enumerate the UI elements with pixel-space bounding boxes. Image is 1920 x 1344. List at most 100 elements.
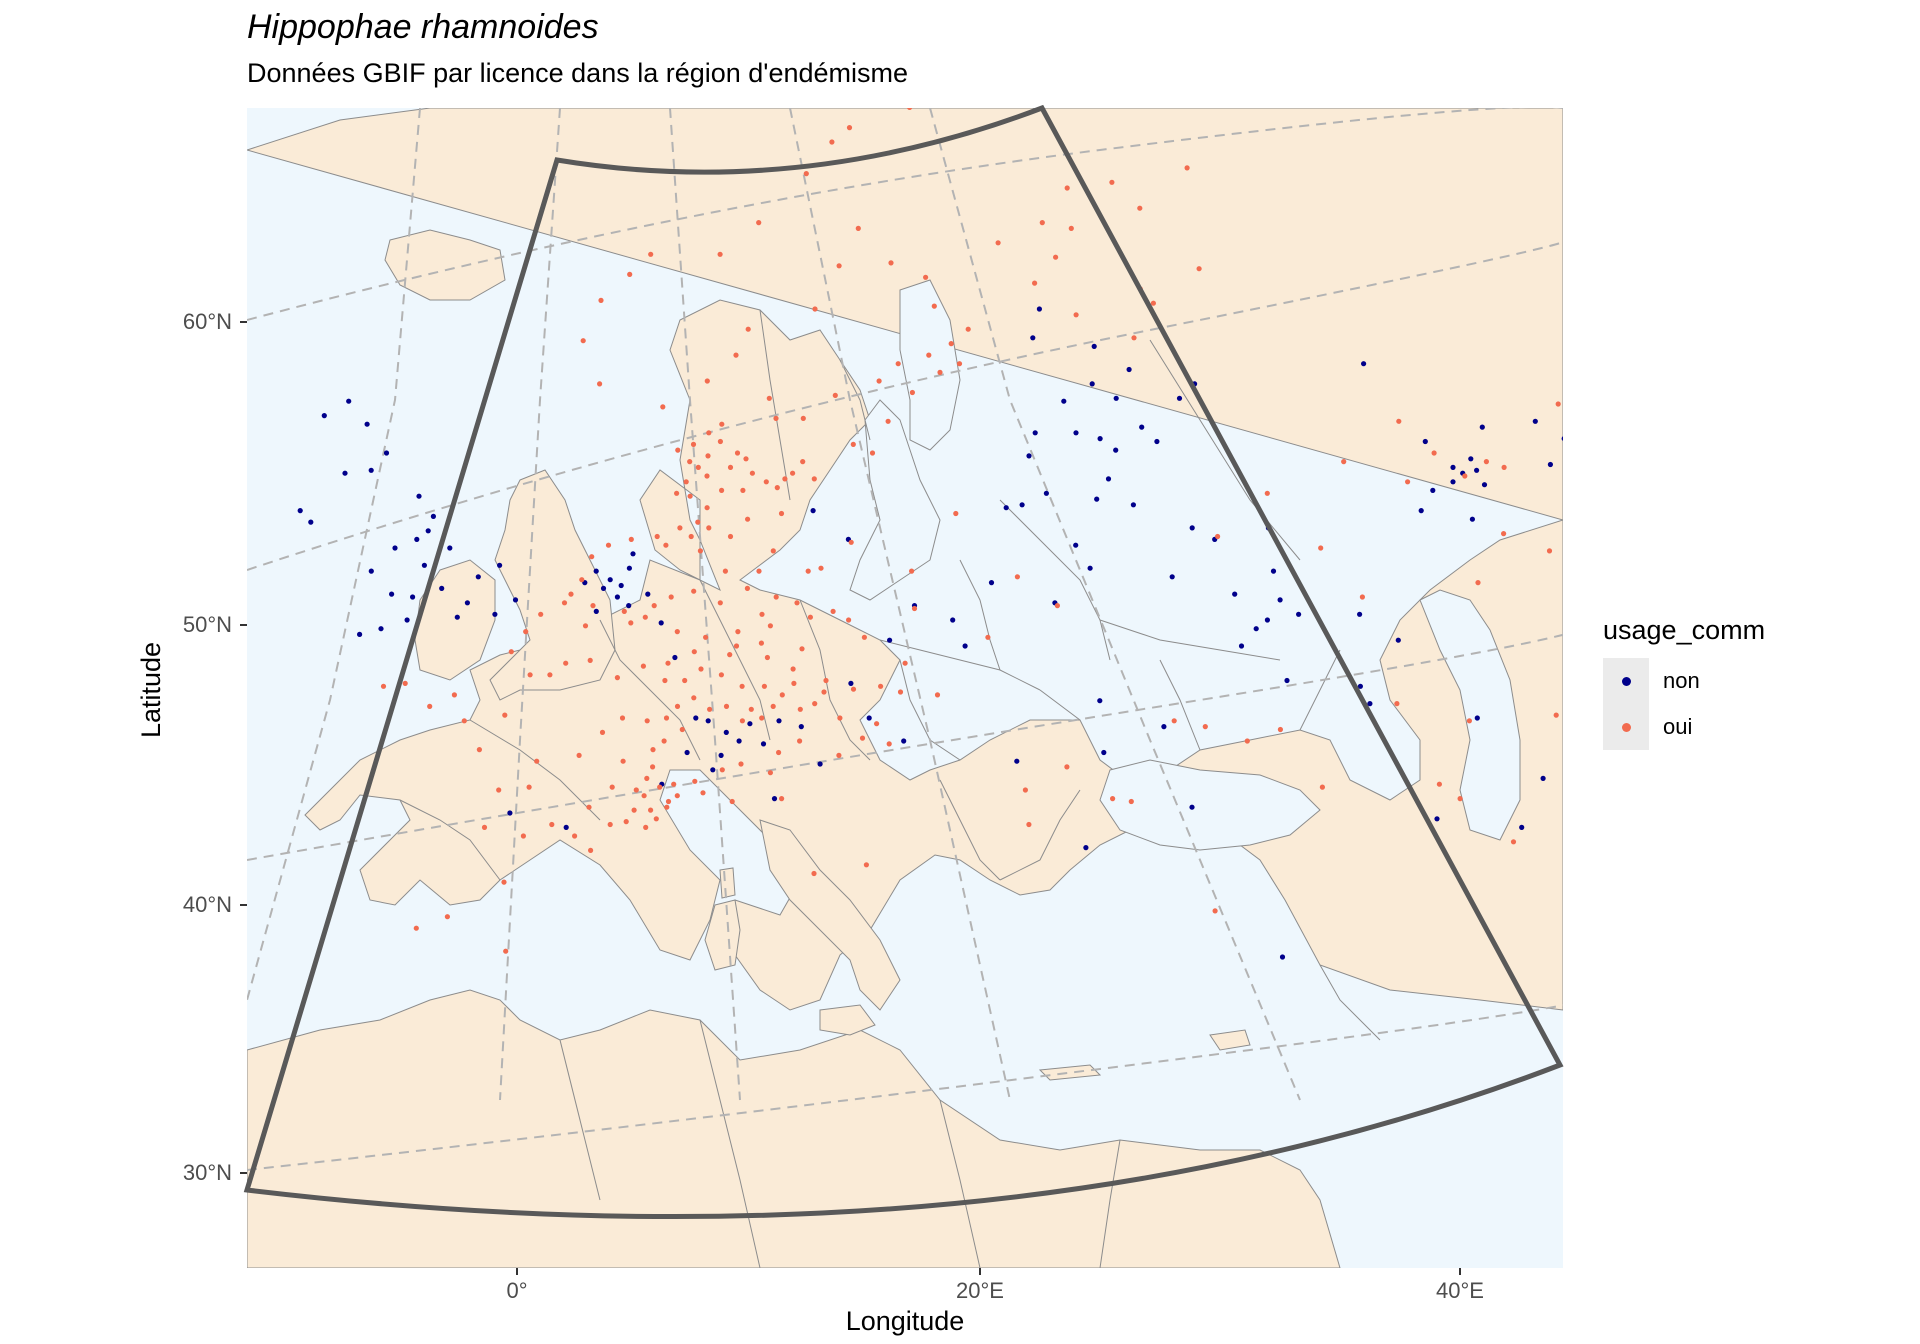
occurrence-point-oui	[700, 790, 706, 796]
occurrence-point-oui	[1026, 821, 1032, 828]
occurrence-point-non	[368, 568, 374, 574]
occurrence-point-oui	[1569, 822, 1574, 827]
occurrence-point-oui	[749, 470, 756, 476]
occurrence-point-non	[1101, 749, 1107, 756]
y-tick-label: 30°N	[183, 1160, 232, 1185]
occurrence-point-non	[1032, 430, 1038, 436]
occurrence-point-non	[1631, 767, 1636, 772]
occurrence-point-oui	[907, 108, 913, 110]
occurrence-point-non	[308, 519, 314, 525]
occurrence-point-non	[798, 724, 804, 730]
x-axis: 0° 20°E 40°E	[506, 1268, 1484, 1303]
occurrence-point-non	[1169, 574, 1175, 580]
occurrence-point-oui	[764, 654, 771, 661]
map-subtitle: Données GBIF par licence dans la région …	[247, 58, 909, 88]
occurrence-point-oui	[538, 611, 544, 617]
occurrence-point-non	[607, 577, 613, 583]
occurrence-point-non	[404, 617, 410, 623]
occurrence-point-oui	[609, 784, 615, 790]
land-iceland	[384, 229, 506, 301]
occurrence-point-oui	[1196, 266, 1202, 272]
occurrence-point-oui	[444, 914, 450, 920]
occurrence-point-oui	[790, 666, 796, 672]
occurrence-point-oui	[1318, 545, 1324, 551]
occurrence-point-oui	[631, 807, 637, 813]
occurrence-point-oui	[589, 554, 595, 560]
legend: usage_comm non oui	[1603, 615, 1765, 750]
occurrence-point-oui	[642, 614, 648, 620]
occurrence-point-oui	[461, 718, 467, 724]
occurrence-point-non	[410, 594, 416, 600]
occurrence-point-non	[771, 796, 778, 802]
occurrence-point-oui	[1264, 490, 1270, 496]
occurrence-point-non	[962, 643, 968, 649]
occurrence-point-non	[1284, 677, 1290, 684]
occurrence-point-oui	[572, 833, 578, 839]
occurrence-point-non	[1139, 424, 1145, 430]
occurrence-point-non	[705, 718, 711, 724]
occurrence-point-oui	[832, 392, 838, 398]
occurrence-point-oui	[534, 758, 540, 764]
occurrence-point-oui	[664, 804, 670, 810]
occurrence-point-non	[1097, 698, 1103, 704]
legend-item-oui: oui	[1603, 704, 1765, 750]
occurrence-point-oui	[650, 747, 656, 753]
land-africa	[247, 989, 1341, 1268]
occurrence-point-non	[950, 617, 956, 623]
occurrence-point-oui	[621, 608, 627, 615]
occurrence-point-oui	[1131, 335, 1137, 341]
y-tick-label: 50°N	[183, 612, 232, 637]
occurrence-point-oui	[641, 793, 647, 799]
occurrence-point-non	[1481, 482, 1488, 488]
occurrence-point-non	[887, 637, 893, 643]
occurrence-point-oui	[549, 821, 555, 828]
occurrence-point-oui	[1457, 796, 1463, 802]
occurrence-point-non	[425, 528, 431, 534]
occurrence-point-oui	[691, 649, 697, 655]
occurrence-point-oui	[1501, 464, 1507, 470]
occurrence-point-non	[1073, 430, 1079, 436]
occurrence-point-non	[614, 594, 621, 600]
occurrence-point-non	[1635, 390, 1640, 395]
occurrence-point-non	[1061, 398, 1067, 404]
occurrence-point-oui	[1109, 179, 1115, 185]
occurrence-point-oui	[744, 585, 751, 592]
occurrence-point-oui	[1137, 205, 1143, 211]
occurrence-point-non	[1357, 683, 1363, 689]
occurrence-point-non	[1264, 617, 1270, 623]
occurrence-point-oui	[590, 603, 596, 609]
occurrence-point-oui	[727, 533, 734, 540]
occurrence-point-oui	[836, 263, 842, 269]
map-panel	[247, 108, 1640, 1268]
land-caspian-hole	[1419, 589, 1521, 841]
occurrence-point-non	[1561, 436, 1563, 441]
occurrence-point-non	[1026, 453, 1032, 459]
occurrence-point-oui	[812, 306, 818, 312]
occurrence-point-non	[1154, 438, 1160, 445]
occurrence-point-non	[1189, 804, 1195, 810]
occurrence-point-non	[421, 562, 427, 568]
occurrence-point-non	[1430, 487, 1436, 493]
occurrence-point-oui	[648, 251, 654, 257]
occurrence-point-oui	[587, 657, 593, 664]
occurrence-point-oui	[909, 568, 915, 574]
occurrence-point-non	[1126, 366, 1132, 373]
occurrence-point-oui	[706, 430, 712, 436]
occurrence-point-oui	[727, 464, 734, 470]
occurrence-point-non	[817, 761, 823, 767]
occurrence-point-oui	[628, 536, 634, 543]
occurrence-point-non	[1357, 611, 1363, 617]
occurrence-point-oui	[756, 220, 762, 226]
occurrence-point-non	[1434, 816, 1440, 822]
occurrence-point-oui	[850, 441, 856, 447]
occurrence-point-non	[760, 741, 767, 747]
occurrence-point-oui	[1068, 225, 1074, 231]
occurrence-point-oui	[576, 752, 582, 759]
occurrence-point-oui	[665, 660, 671, 666]
occurrence-point-oui	[776, 749, 782, 756]
occurrence-point-oui	[692, 778, 698, 784]
occurrence-point-non	[1189, 525, 1195, 531]
legend-dot	[1621, 722, 1631, 732]
occurrence-point-oui	[719, 767, 725, 773]
legend-item-non: non	[1603, 658, 1765, 704]
